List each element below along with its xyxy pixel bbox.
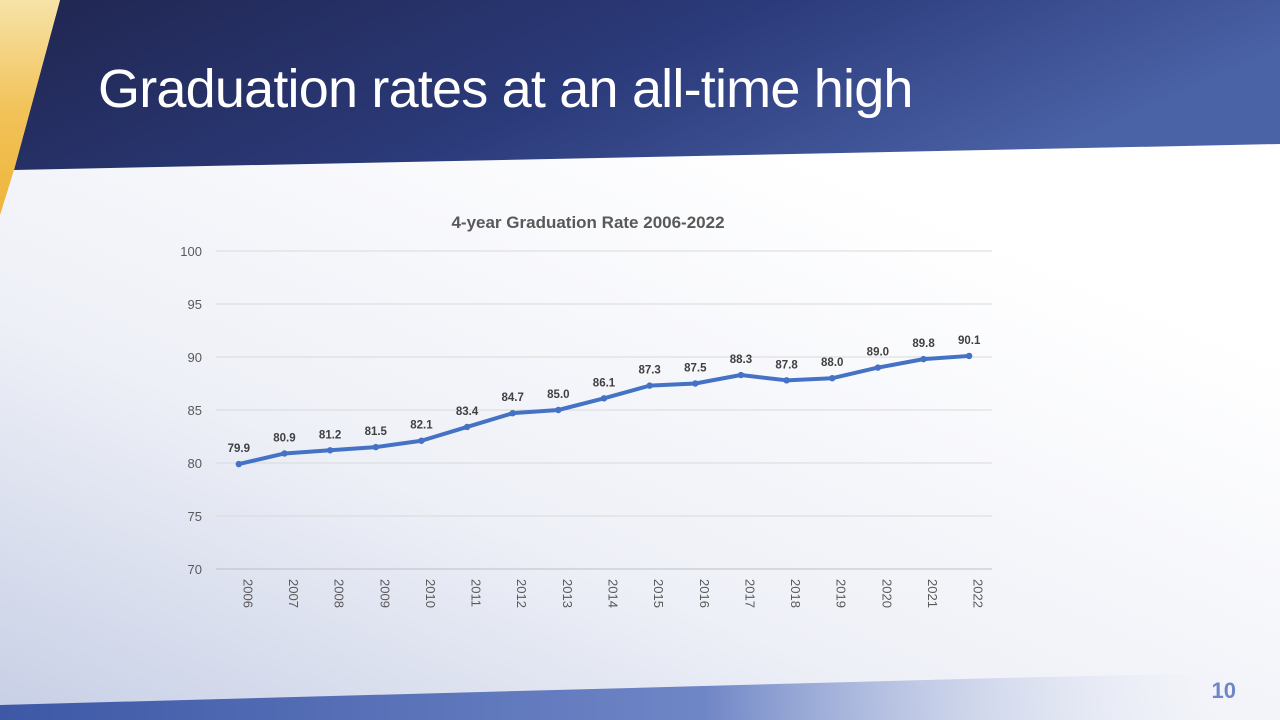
data-point	[646, 382, 653, 389]
data-point	[600, 395, 608, 402]
data-labels: 79.9 80.9 81.2 81.5 82.1 83.4 84.7 85.0 86.1 87.3…	[228, 335, 981, 455]
data-point	[463, 423, 471, 431]
data-label: 79.9	[228, 443, 250, 455]
data-label: 84.7	[502, 392, 524, 404]
bottom-accent-band	[0, 672, 1280, 720]
data-point	[737, 371, 745, 379]
x-tick-label: 2006	[240, 579, 255, 608]
x-tick-label: 2011	[469, 579, 484, 607]
x-tick-label: 2020	[879, 579, 894, 608]
data-label: 81.5	[365, 426, 388, 438]
data-point	[829, 375, 836, 382]
page-number: 10	[1211, 678, 1236, 703]
data-label: 88.3	[730, 354, 752, 366]
x-tick-label: 2016	[697, 579, 712, 608]
x-tick-label: 2007	[286, 579, 301, 608]
data-point	[418, 437, 425, 444]
data-label: 89.8	[912, 338, 935, 350]
series-layer	[235, 352, 973, 468]
data-point	[874, 364, 882, 371]
x-tick-label: 2014	[606, 579, 621, 608]
data-point	[555, 406, 562, 414]
data-label: 80.9	[273, 432, 295, 444]
x-tick-label: 2017	[742, 579, 757, 608]
chart-title: 4-year Graduation Rate 2006-2022	[451, 213, 724, 232]
gold-accent-stripe	[0, 0, 60, 215]
data-label: 87.5	[684, 363, 707, 375]
y-tick-label: 85	[188, 403, 202, 418]
y-tick-label: 80	[188, 456, 202, 471]
x-tick-label: 2019	[834, 579, 849, 608]
data-label: 86.1	[593, 377, 616, 389]
data-point	[920, 355, 927, 363]
slide-title: Graduation rates at an all-time high	[98, 59, 913, 119]
y-tick-label: 90	[188, 350, 202, 365]
data-point	[326, 447, 334, 454]
x-tick-label: 2022	[971, 579, 986, 608]
data-label: 87.3	[638, 365, 660, 377]
y-tick-label: 95	[188, 297, 202, 312]
y-tick-label: 70	[188, 562, 202, 577]
data-label: 88.0	[821, 357, 843, 369]
data-label: 90.1	[958, 335, 981, 347]
x-tick-label: 2021	[925, 579, 940, 608]
y-tick-label: 100	[180, 244, 202, 259]
x-tick-label: 2018	[788, 579, 803, 608]
x-tick-label: 2012	[514, 579, 529, 608]
gridlines	[216, 250, 992, 570]
header-band	[14, 0, 1280, 170]
x-tick-label: 2015	[651, 579, 666, 608]
x-tick-label: 2009	[377, 579, 392, 608]
data-point	[692, 380, 699, 387]
x-axis-ticks: 2006 2007 2008 2009 2010 2011 2012 2013 2014 2015…	[240, 579, 985, 608]
data-point	[281, 450, 288, 457]
data-label: 85.0	[547, 389, 569, 401]
data-label: 81.2	[319, 429, 341, 441]
data-label: 82.1	[410, 420, 433, 432]
data-point	[783, 377, 790, 384]
data-point	[965, 352, 973, 360]
y-axis-ticks: 70 75 80 85 90 95 100	[180, 244, 202, 577]
data-label: 83.4	[456, 406, 479, 418]
data-label: 87.8	[775, 359, 798, 371]
x-tick-label: 2013	[560, 579, 575, 608]
data-point	[235, 460, 243, 468]
y-tick-label: 75	[188, 509, 202, 524]
x-tick-label: 2010	[423, 579, 438, 608]
data-point	[509, 409, 516, 417]
x-tick-label: 2008	[332, 579, 347, 608]
data-label: 89.0	[867, 347, 889, 359]
data-point	[372, 443, 379, 451]
